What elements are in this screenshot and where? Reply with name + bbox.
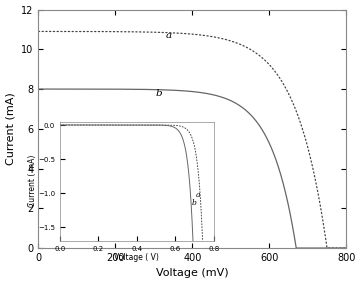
X-axis label: Voltage (mV): Voltage (mV) — [156, 268, 229, 278]
Text: b: b — [156, 89, 162, 98]
Y-axis label: Current (mA): Current (mA) — [5, 92, 16, 165]
Text: a: a — [165, 31, 171, 40]
